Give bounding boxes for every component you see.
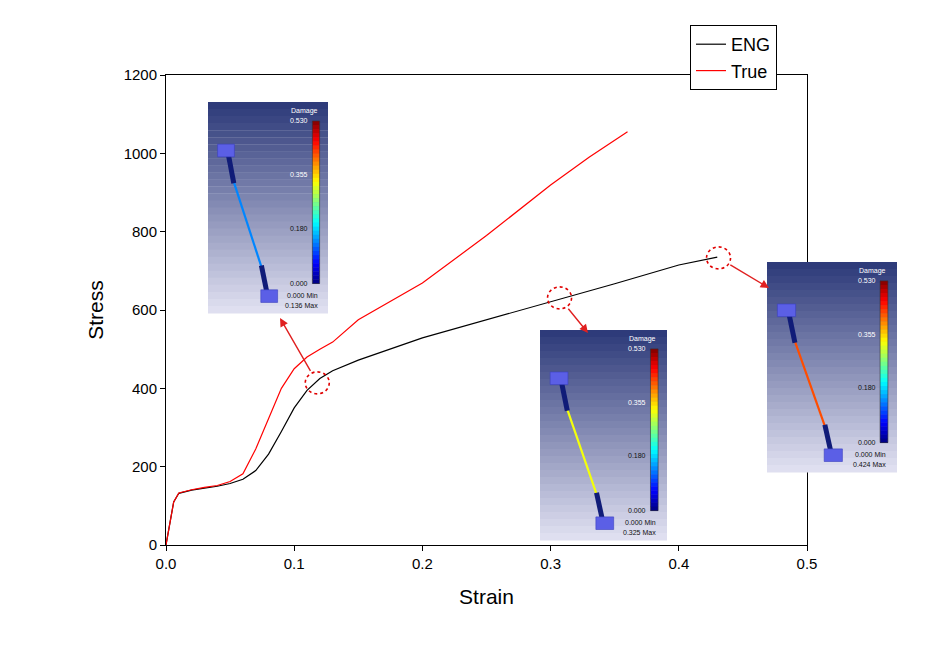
svg-text:0.2: 0.2 (412, 555, 433, 572)
svg-text:0.000 Min: 0.000 Min (855, 451, 886, 458)
svg-text:200: 200 (132, 458, 157, 475)
svg-text:0.530: 0.530 (628, 345, 646, 352)
svg-text:0.0: 0.0 (156, 555, 177, 572)
svg-text:0.355: 0.355 (858, 331, 876, 338)
svg-text:0.000: 0.000 (858, 439, 876, 446)
svg-text:0.424 Max: 0.424 Max (853, 461, 886, 468)
svg-text:0.530: 0.530 (290, 117, 308, 124)
svg-text:Stress: Stress (84, 280, 107, 340)
svg-text:600: 600 (132, 301, 157, 318)
svg-text:Damage: Damage (291, 107, 318, 115)
svg-text:0.4: 0.4 (668, 555, 689, 572)
svg-text:0.180: 0.180 (290, 225, 308, 232)
svg-text:0.136 Max: 0.136 Max (285, 302, 318, 309)
svg-text:Damage: Damage (859, 267, 886, 275)
svg-text:0.000: 0.000 (290, 280, 308, 287)
svg-text:0.000 Min: 0.000 Min (287, 292, 318, 299)
svg-text:0.1: 0.1 (284, 555, 305, 572)
svg-text:Damage: Damage (629, 335, 656, 343)
svg-text:0.3: 0.3 (540, 555, 561, 572)
svg-text:0.000 Min: 0.000 Min (625, 519, 656, 526)
svg-text:0.325 Max: 0.325 Max (623, 529, 656, 536)
svg-text:0.180: 0.180 (628, 452, 646, 459)
svg-text:1200: 1200 (124, 66, 157, 83)
svg-text:Strain: Strain (459, 585, 514, 608)
svg-text:0.000: 0.000 (628, 507, 646, 514)
svg-text:800: 800 (132, 223, 157, 240)
svg-text:0: 0 (149, 536, 157, 553)
svg-text:ENG: ENG (731, 35, 770, 55)
svg-text:0.355: 0.355 (628, 399, 646, 406)
svg-text:0.355: 0.355 (290, 171, 308, 178)
svg-text:0.5: 0.5 (797, 555, 818, 572)
svg-text:400: 400 (132, 380, 157, 397)
svg-text:1000: 1000 (124, 145, 157, 162)
svg-text:0.530: 0.530 (858, 277, 876, 284)
svg-text:0.180: 0.180 (858, 384, 876, 391)
svg-text:True: True (731, 62, 767, 82)
